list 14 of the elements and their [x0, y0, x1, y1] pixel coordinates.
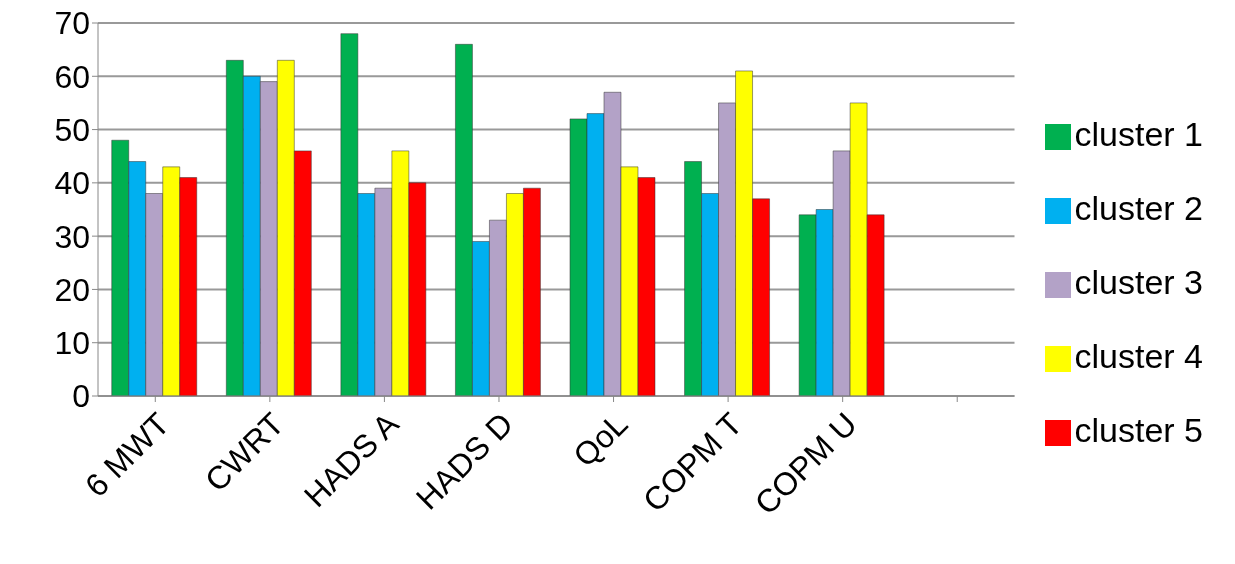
legend-label: cluster 5	[1074, 411, 1203, 449]
x-tick-label: QoL	[566, 405, 635, 474]
y-tick-label: 30	[54, 218, 90, 255]
y-tick-label: 10	[54, 325, 90, 362]
legend-label: cluster 1	[1074, 115, 1203, 153]
y-tick-label: 70	[54, 5, 90, 42]
legend-label: cluster 3	[1074, 263, 1203, 301]
legend-label: cluster 4	[1074, 337, 1203, 375]
y-tick-label: 20	[54, 271, 90, 308]
y-tick-label: 40	[54, 165, 90, 202]
y-tick-label: 0	[72, 378, 90, 415]
legend-label: cluster 2	[1074, 189, 1203, 227]
y-tick-label: 60	[54, 58, 90, 95]
y-tick-label: 50	[54, 111, 90, 148]
